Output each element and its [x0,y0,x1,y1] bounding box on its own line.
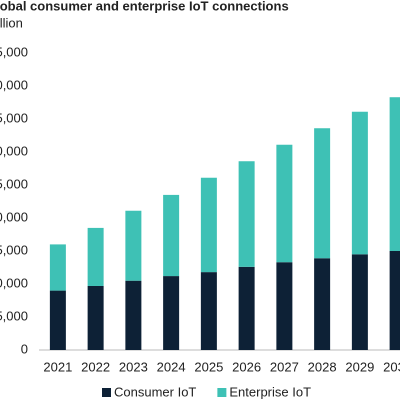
bar-segment [276,262,293,350]
bar-segment [49,290,66,350]
x-tick-label: 2029 [345,359,374,374]
bar-segment [351,254,368,350]
y-tick-label: 20,000 [0,209,28,224]
x-tick-label: 2030 [383,359,400,374]
bar-segment [87,227,104,286]
bar-segment [125,210,142,281]
bar-segment [389,251,400,350]
bar-segment [276,144,293,263]
x-tick-label: 2025 [194,359,223,374]
chart-subtitle: Million [0,15,23,30]
y-tick-label: 10,000 [0,275,28,290]
x-tick-label: 2028 [308,359,337,374]
bar-segment [351,111,368,255]
x-tick-label: 2022 [81,359,110,374]
x-tick-label: 2026 [232,359,261,374]
y-tick-label: 25,000 [0,176,28,191]
x-tick-label: 2027 [270,359,299,374]
chart-title: Global consumer and enterprise IoT conne… [0,0,289,13]
x-tick-label: 2024 [157,359,186,374]
legend-swatch [217,388,227,397]
bar-segment [200,272,217,350]
x-tick-label: 2021 [43,359,72,374]
bar-segment [389,97,400,251]
bar-segment [163,276,180,350]
y-tick-label: 35,000 [0,110,28,125]
x-tick-label: 2023 [119,359,148,374]
y-tick-label: 5,000 [0,308,28,323]
bar-segment [163,194,180,277]
legend-swatch [102,388,111,397]
y-tick-label: 30,000 [0,143,28,158]
bar-segment [49,244,66,291]
bar-segment [125,280,142,350]
bar-segment [238,266,255,350]
y-tick-label: 45,000 [0,44,28,59]
bar-segment [200,177,217,273]
y-tick-label: 0 [21,341,28,356]
bar-segment [314,128,331,259]
y-tick-label: 15,000 [0,242,28,257]
y-tick-label: 40,000 [0,77,28,92]
legend-label: Consumer IoT [114,384,196,399]
bar-segment [314,258,331,350]
bar-segment [238,161,255,267]
legend-label: Enterprise IoT [229,384,311,399]
bar-segment [87,285,104,350]
